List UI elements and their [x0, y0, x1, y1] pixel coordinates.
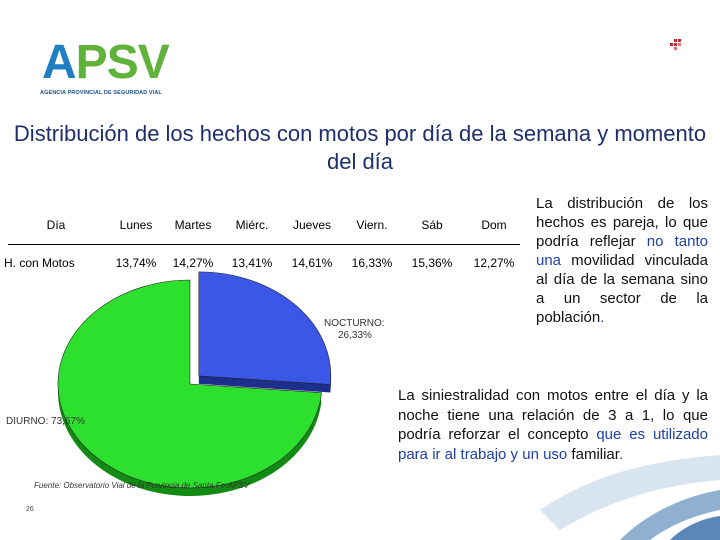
paragraph1-text-highlight: no tanto una — [536, 233, 709, 269]
table-header-cell: Martes — [174, 218, 212, 232]
table-header-cell: Dom — [481, 218, 507, 232]
table-cell: 12,27% — [473, 256, 515, 270]
paragraph2-period: . — [618, 445, 624, 463]
pie-label-diurno: DIURNO: 73,67% — [6, 416, 85, 427]
paragraph2-text-highlight: que es utilizado para ir al trabajo y un… — [398, 426, 708, 463]
table-cell: 13,74% — [115, 256, 157, 270]
paragraph-day-night: La siniestralidad con motos entre el día… — [398, 386, 708, 464]
weekday-table: Día Lunes Martes Miérc. Jueves Viern. Sá… — [4, 206, 526, 282]
pie-label-nocturno: NOCTURNO: — [324, 318, 385, 329]
paragraph1-text-b: movilidad vinculada al día de la semana … — [536, 252, 708, 326]
pie-value-nocturno: 26,33% — [338, 330, 372, 341]
pie-chart: NOCTURNO: 26,33% DIURNO: 73,67% — [6, 271, 385, 496]
pie-slice — [198, 271, 332, 385]
table-cell: 13,41% — [231, 256, 273, 270]
table-header-cell: Viern. — [356, 218, 388, 232]
table-cell: 15,36% — [411, 256, 453, 270]
pie-slice — [57, 279, 322, 489]
pie-label-diurno-name: DIURNO: — [6, 416, 48, 427]
paragraph1-period: . — [600, 309, 605, 326]
table-header-cell: Jueves — [292, 218, 332, 232]
paragraph2-text-b: familiar — [567, 445, 619, 463]
table-divider — [8, 244, 520, 245]
page-number: 26 — [26, 506, 34, 513]
table-header-cell: Miérc. — [235, 218, 269, 232]
logo-subtitle: AGENCIA PROVINCIAL DE SEGURIDAD VIAL — [40, 90, 162, 96]
table-cell: 14,61% — [291, 256, 333, 270]
table-header-cell: Lunes — [119, 218, 153, 232]
pie-slices — [57, 271, 332, 496]
slide-title: Distribución de los hechos con motos por… — [13, 121, 707, 174]
corner-mark-icon — [670, 39, 681, 50]
logo-letters-psv: PSV — [75, 36, 170, 89]
apsv-logo: APSV AGENCIA PROVINCIAL DE SEGURIDAD VIA… — [38, 36, 170, 102]
paragraph2-text-a: La siniestralidad con motos entre el día… — [398, 387, 708, 443]
paragraph-distribution: La distribución de los hechos es pareja,… — [536, 194, 708, 327]
chart-source: Fuente: Observatorio Vial de la Provinci… — [34, 481, 250, 490]
decorative-swoosh — [540, 455, 720, 540]
table-header-row: Día Lunes Martes Miérc. Jueves Viern. Sá… — [4, 206, 526, 244]
table-header-cell: Sáb — [421, 218, 443, 232]
table-row: H. con Motos 13,74% 14,27% 13,41% 14,61%… — [4, 244, 526, 282]
paragraph1-text-a: La distribución de los hechos es pareja,… — [536, 195, 708, 250]
table-header-cell: Día — [46, 218, 66, 232]
pie-value-diurno: 73,67% — [51, 416, 85, 427]
logo-letter-a: A — [42, 36, 77, 89]
logo-wordmark: APSV — [42, 36, 170, 90]
table-cell: 14,27% — [172, 256, 214, 270]
table-cell: 16,33% — [351, 256, 393, 270]
table-row-label: H. con Motos — [4, 256, 75, 270]
